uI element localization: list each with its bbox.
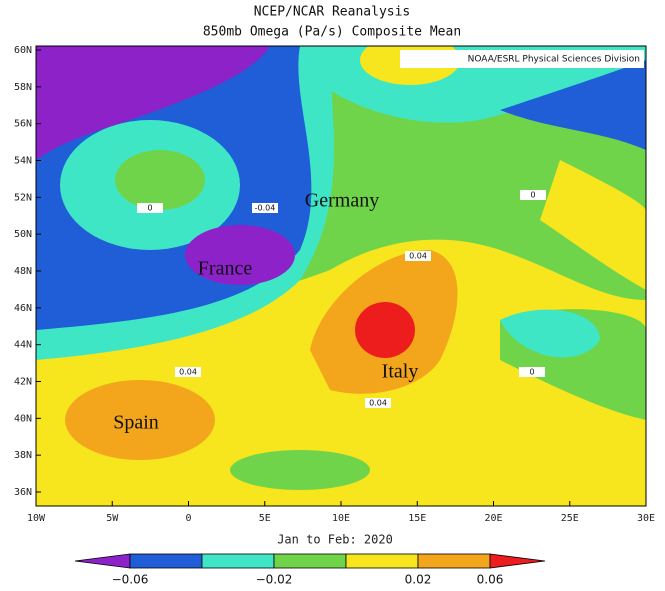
lat-label: 60N bbox=[14, 45, 32, 56]
subtitle: 850mb Omega (Pa/s) Composite Mean bbox=[203, 25, 461, 40]
lon-label: 25E bbox=[561, 513, 579, 524]
lon-label: 20E bbox=[484, 513, 502, 524]
lon-label: 5E bbox=[259, 513, 271, 524]
contour-label-box bbox=[365, 398, 391, 408]
lon-label: 10E bbox=[332, 513, 350, 524]
colorbar-arrow bbox=[74, 553, 131, 569]
lat-label: 50N bbox=[14, 229, 32, 240]
country-label: France bbox=[198, 258, 253, 280]
lat-label: 44N bbox=[14, 340, 32, 351]
map-field bbox=[36, 46, 646, 506]
field-area bbox=[500, 60, 646, 150]
credit-box bbox=[400, 50, 644, 68]
contour-labels: 0 -0.04 0 0.04 0.04 0.04 0 bbox=[137, 190, 546, 408]
contour-label-box bbox=[252, 203, 278, 213]
contour-label-box bbox=[137, 203, 163, 213]
lat-label: 36N bbox=[14, 487, 32, 498]
colorbar-segment bbox=[201, 553, 275, 569]
lat-label: 54N bbox=[14, 156, 32, 167]
colorbar-label: −0.06 bbox=[112, 573, 149, 587]
field-area bbox=[500, 309, 600, 358]
colorbar-label: 0.06 bbox=[477, 573, 504, 587]
contour-label: 0 bbox=[147, 204, 152, 213]
field-area bbox=[65, 380, 215, 460]
colorbar-label: 0.02 bbox=[405, 573, 432, 587]
field-area bbox=[355, 302, 415, 358]
lat-label: 52N bbox=[14, 192, 32, 203]
contour-label: 0.04 bbox=[369, 399, 387, 408]
contour-label-box bbox=[520, 190, 546, 200]
colorbar-segment bbox=[345, 553, 419, 569]
colorbar-segment bbox=[273, 553, 347, 569]
country-label: Germany bbox=[305, 190, 379, 212]
colorbar-segment bbox=[129, 553, 203, 569]
field-area bbox=[115, 150, 205, 210]
contour-label: 0 bbox=[530, 191, 535, 200]
lon-label: 5W bbox=[106, 513, 119, 524]
field-area bbox=[36, 46, 270, 160]
lat-label: 48N bbox=[14, 266, 32, 277]
lat-label: 58N bbox=[14, 82, 32, 93]
lon-label: 0 bbox=[185, 513, 191, 524]
title: NCEP/NCAR Reanalysis bbox=[254, 5, 411, 20]
lat-label: 56N bbox=[14, 119, 32, 130]
colorbar-segment bbox=[417, 553, 491, 569]
contour-label: -0.04 bbox=[255, 204, 276, 213]
contour-label: 0 bbox=[529, 368, 534, 377]
lon-label: 10W bbox=[27, 513, 46, 524]
colorbar-arrow bbox=[489, 553, 546, 569]
lon-label: 15E bbox=[408, 513, 426, 524]
contour-label: 0.04 bbox=[179, 368, 197, 377]
field-area bbox=[185, 225, 295, 285]
lat-label: 38N bbox=[14, 450, 32, 461]
contour-label-box bbox=[519, 367, 545, 377]
field-area bbox=[230, 450, 370, 490]
country-label: Spain bbox=[113, 412, 159, 434]
colorbar-label: −0.02 bbox=[256, 573, 293, 587]
lon-label: 30E bbox=[637, 513, 655, 524]
lat-label: 42N bbox=[14, 377, 32, 388]
country-label: Italy bbox=[382, 361, 419, 383]
lat-label: 40N bbox=[14, 413, 32, 424]
field-area bbox=[540, 160, 646, 290]
contour-label-box bbox=[405, 251, 431, 261]
lat-label: 46N bbox=[14, 303, 32, 314]
country-labels: Germany France Italy Spain bbox=[113, 190, 418, 434]
colorbar: −0.06 −0.02 0.02 0.06 bbox=[74, 553, 546, 587]
credit: NOAA/ESRL Physical Sciences Division bbox=[468, 55, 640, 65]
footer: Jan to Feb: 2020 bbox=[277, 533, 393, 547]
contour-label-box bbox=[175, 367, 201, 377]
contour-label: 0.04 bbox=[409, 252, 427, 261]
